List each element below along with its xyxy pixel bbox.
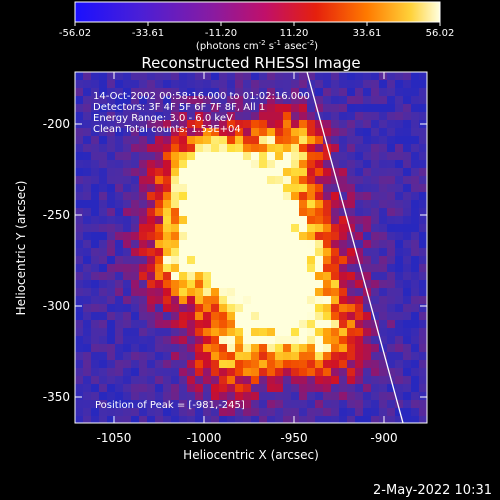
heatmap-pixels — [75, 72, 427, 423]
solar-image — [75, 72, 427, 423]
y-tick-label: -250 — [43, 208, 70, 222]
colorbar-tick-label: 11.20 — [280, 28, 309, 39]
plot-frame — [74, 71, 428, 424]
y-tick-label: -200 — [43, 117, 70, 131]
x-tick-label: -1050 — [97, 431, 132, 445]
y-axis-label: Heliocentric Y (arcsec) — [14, 181, 28, 316]
x-axis-label: Heliocentric X (arcsec) — [183, 448, 319, 462]
axes-ticks: -1050 -1000 -950 -900 -200 -250 -300 -350 — [43, 72, 427, 445]
x-tick-label: -950 — [280, 431, 307, 445]
colorbar-gradient — [74, 1, 441, 23]
colorbar-tick-label: 56.02 — [426, 28, 455, 39]
info-line: Clean Total counts: 1.53E+04 — [93, 124, 241, 135]
timestamp: 2-May-2022 10:31 — [373, 483, 492, 498]
colorbar-tick-label: -33.61 — [132, 28, 164, 39]
y-tick-label: -300 — [43, 299, 70, 313]
info-line: Energy Range: 3.0 - 6.0 keV — [93, 113, 233, 124]
peak-position-label: Position of Peak = [-981,-245] — [95, 400, 245, 411]
colorbar: -56.02 -33.61 -11.20 11.20 33.61 56.02 (photo… — [59, 1, 454, 52]
solar-limb-line — [306, 72, 404, 423]
x-tick-label: -900 — [370, 431, 397, 445]
x-tick-label: -1000 — [187, 431, 222, 445]
colorbar-ticks: -56.02 -33.61 -11.20 11.20 33.61 56.02 — [59, 22, 454, 39]
y-tick-label: -350 — [43, 390, 70, 404]
colorbar-tick-label: 33.61 — [353, 28, 382, 39]
plot-title: Reconstructed RHESSI Image — [141, 54, 360, 72]
colorbar-units-label: (photons cm-2 s-1 asec-2) — [196, 39, 318, 52]
observation-info: 14-Oct-2002 00:58:16.000 to 01:02:16.000… — [93, 91, 310, 135]
colorbar-tick-label: -56.02 — [59, 28, 91, 39]
info-line: 14-Oct-2002 00:58:16.000 to 01:02:16.000 — [93, 91, 310, 102]
colorbar-tick-label: -11.20 — [205, 28, 237, 39]
info-line: Detectors: 3F 4F 5F 6F 7F 8F, All 1 — [93, 102, 265, 113]
